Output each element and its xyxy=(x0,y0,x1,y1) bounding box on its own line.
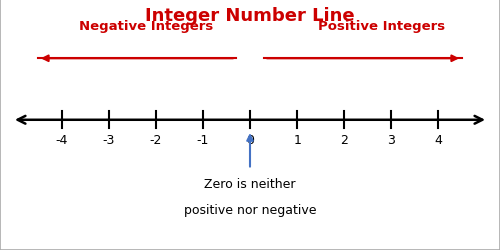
Text: positive nor negative: positive nor negative xyxy=(184,203,316,216)
Text: -4: -4 xyxy=(56,134,68,146)
Text: Integer Number Line: Integer Number Line xyxy=(145,7,355,25)
Text: Zero is neither: Zero is neither xyxy=(204,177,296,190)
Text: 1: 1 xyxy=(293,134,301,146)
Text: 0: 0 xyxy=(246,134,254,146)
Text: 3: 3 xyxy=(388,134,396,146)
Text: 4: 4 xyxy=(434,134,442,146)
Text: Negative Integers: Negative Integers xyxy=(79,20,214,33)
Text: -1: -1 xyxy=(196,134,209,146)
Text: -2: -2 xyxy=(150,134,162,146)
Text: Positive Integers: Positive Integers xyxy=(318,20,446,33)
Text: -3: -3 xyxy=(102,134,115,146)
Text: 2: 2 xyxy=(340,134,348,146)
